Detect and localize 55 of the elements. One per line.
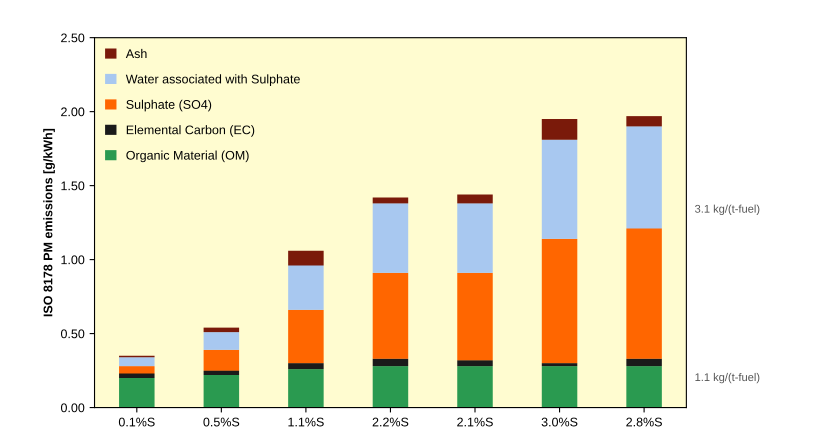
y-tick-label: 2.50 [61, 33, 84, 42]
y-axis-title: ISO 8178 PM emissions [g/kWh] [43, 128, 55, 316]
text: 1.1 kg/(t-fuel) [695, 372, 760, 384]
bar [542, 366, 578, 408]
x-tick-label: 0.1%S [118, 418, 155, 426]
bar [372, 272, 408, 359]
x-tick-label: 2.2%S [372, 418, 408, 426]
legend-label: Ash [126, 48, 147, 58]
x-tick-label: 0.5%S [203, 418, 240, 426]
legend-label: Water associated with Sulphate [126, 74, 300, 86]
bar [288, 310, 324, 364]
x-tick-label: 1.1%S [288, 418, 324, 426]
bar [457, 194, 493, 204]
x-tick-label: 2.1%S [457, 418, 493, 426]
bar [288, 369, 324, 408]
bar [626, 358, 662, 366]
bar [119, 357, 155, 366]
bar [542, 140, 578, 239]
bar [204, 328, 240, 332]
bar [372, 197, 408, 204]
bar [288, 250, 324, 266]
y-tick-label: 2.00 [61, 107, 84, 116]
y-tick-label: 1.00 [61, 255, 84, 264]
x-tick-label: 2.8%S [626, 418, 662, 426]
bar [457, 272, 493, 360]
bar [626, 116, 662, 126]
bar [288, 363, 324, 370]
legend-label: Elemental Carbon (EC) [126, 125, 254, 137]
y-tick-label: 0.50 [60, 329, 84, 338]
bar [626, 126, 662, 229]
bar [204, 350, 240, 371]
legend-label: Sulphate (SO4) [126, 100, 212, 112]
bar [288, 266, 324, 310]
legend-label: Organic Material (OM) [126, 150, 249, 162]
y-tick-label: 0.00 [60, 403, 84, 412]
bar [542, 363, 578, 366]
bar [372, 358, 408, 366]
x-tick-label: 3.0%S [542, 418, 578, 426]
bar [119, 366, 155, 374]
bar [457, 203, 493, 273]
text: 3.1 kg/(t-fuel) [695, 204, 760, 215]
bar [204, 375, 240, 408]
bar [372, 366, 408, 408]
bar [457, 360, 493, 366]
bar [542, 119, 578, 140]
bar [119, 374, 155, 378]
bar [542, 238, 578, 364]
bar [457, 366, 493, 408]
bar [626, 366, 662, 408]
bar [204, 332, 240, 350]
y-tick-label: 1.50 [61, 181, 84, 190]
bar [204, 370, 240, 376]
bar [119, 378, 155, 408]
bar [626, 228, 662, 359]
bar [372, 203, 408, 273]
